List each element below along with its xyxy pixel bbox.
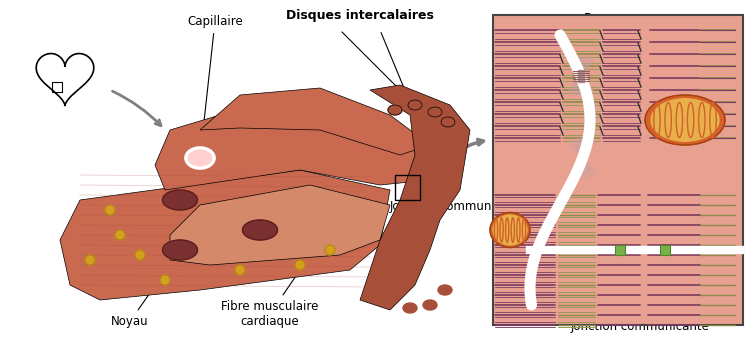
Ellipse shape xyxy=(383,293,397,303)
Ellipse shape xyxy=(163,240,197,260)
Ellipse shape xyxy=(403,303,417,313)
Bar xyxy=(660,245,670,255)
Bar xyxy=(395,175,420,200)
Ellipse shape xyxy=(242,220,278,240)
Text: Jonction communicante: Jonction communicante xyxy=(390,191,529,213)
Text: Desmosome: Desmosome xyxy=(582,12,656,74)
Circle shape xyxy=(115,230,125,240)
Circle shape xyxy=(235,265,245,275)
Ellipse shape xyxy=(645,95,725,145)
Ellipse shape xyxy=(651,99,719,141)
Bar xyxy=(615,245,625,255)
Ellipse shape xyxy=(428,107,442,117)
Polygon shape xyxy=(170,185,390,265)
Bar xyxy=(52,82,62,92)
Text: Fibre musculaire
cardiaque: Fibre musculaire cardiaque xyxy=(221,272,319,328)
Ellipse shape xyxy=(163,190,197,210)
Ellipse shape xyxy=(438,285,452,295)
Ellipse shape xyxy=(408,100,422,110)
Text: Capillaire: Capillaire xyxy=(188,15,243,155)
Polygon shape xyxy=(60,170,390,300)
Circle shape xyxy=(135,250,145,260)
Circle shape xyxy=(105,205,115,215)
Polygon shape xyxy=(36,54,94,106)
Text: Noyau: Noyau xyxy=(111,252,178,328)
Ellipse shape xyxy=(185,147,215,169)
Ellipse shape xyxy=(423,300,437,310)
Circle shape xyxy=(85,255,95,265)
Text: Disques intercalaires: Disques intercalaires xyxy=(286,9,434,22)
Ellipse shape xyxy=(490,212,530,247)
Polygon shape xyxy=(200,88,430,155)
Bar xyxy=(578,70,584,82)
Ellipse shape xyxy=(493,215,527,245)
Circle shape xyxy=(160,275,170,285)
Text: Jonction communicante: Jonction communicante xyxy=(571,253,710,333)
Ellipse shape xyxy=(388,105,402,115)
Circle shape xyxy=(325,245,335,255)
Polygon shape xyxy=(155,100,430,190)
Circle shape xyxy=(295,260,305,270)
Bar xyxy=(493,15,743,325)
Polygon shape xyxy=(360,85,470,310)
Ellipse shape xyxy=(441,117,455,127)
Ellipse shape xyxy=(188,150,212,166)
